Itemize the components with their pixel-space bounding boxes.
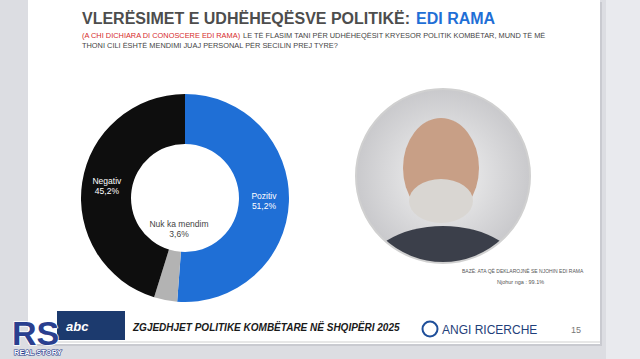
page-number: 15 bbox=[571, 325, 581, 335]
side-panel bbox=[606, 0, 640, 359]
photo bbox=[356, 89, 530, 326]
subtitle: (A CHI DICHIARA DI CONOSCERE EDI RAMA)LE… bbox=[82, 31, 558, 51]
slide bbox=[28, 0, 600, 344]
data-label-value: 45,2% bbox=[95, 186, 120, 196]
data-labels: Pozitiv51,2% Nuk ka mendim3,6% Negativ45,2… bbox=[92, 176, 277, 239]
data-label-value: 3,6% bbox=[169, 229, 189, 239]
footer-title: ZGJEDHJET POLITIKE KOMBËTARE NË SHQIPËRI… bbox=[132, 321, 400, 333]
data-label-category: Pozitiv bbox=[251, 191, 277, 201]
subtitle-note: (A CHI DICHIARA DI CONOSCERE EDI RAMA) bbox=[82, 31, 240, 40]
marks bbox=[81, 94, 289, 302]
data-label-value: 51,2% bbox=[252, 201, 277, 211]
watermark: RS bbox=[12, 314, 59, 352]
source: ANGI RICERCHE bbox=[442, 323, 537, 337]
chart-svg: VLERËSIMET E UDHËHEQËSVE POLITIKË: EDI RA… bbox=[0, 0, 640, 359]
data-label-category: Negativ bbox=[92, 176, 122, 186]
title-name: EDI RAMA bbox=[416, 10, 496, 27]
background bbox=[0, 0, 640, 359]
slice bbox=[81, 94, 185, 297]
footer-rule bbox=[57, 342, 600, 343]
page: VLERËSIMET E UDHËHEQËSVE POLITIKË: EDI RA… bbox=[0, 0, 640, 359]
photo-border bbox=[356, 89, 530, 263]
chart-container: VLERËSIMET E UDHËHEQËSVE POLITIKË: EDI RA… bbox=[0, 0, 640, 359]
channel-logo: abc bbox=[66, 319, 89, 334]
photo-shoulders bbox=[363, 226, 523, 326]
donut bbox=[81, 94, 289, 302]
source-icon bbox=[423, 322, 438, 337]
channel-logo-box bbox=[57, 311, 125, 340]
photo-beard bbox=[409, 179, 473, 223]
data-label-group: Negativ45,2% bbox=[92, 176, 122, 196]
known-by: Njohur nga : 99.1% bbox=[497, 279, 544, 285]
watermark-caption: REAL STORY bbox=[14, 348, 62, 357]
data-label-group: Pozitiv51,2% bbox=[251, 191, 277, 211]
title: VLERËSIMET E UDHËHEQËSVE POLITIKË: EDI RA… bbox=[82, 10, 496, 27]
photo-caption: BAZË: ATA QË DEKLAROJNË SE NJOHIN EDI RA… bbox=[462, 268, 584, 274]
slice bbox=[177, 94, 289, 302]
data-label-category: Nuk ka mendim bbox=[149, 219, 208, 229]
title-text: VLERËSIMET E UDHËHEQËSVE POLITIKË: bbox=[82, 10, 410, 27]
data-label-group: Nuk ka mendim3,6% bbox=[149, 219, 208, 239]
